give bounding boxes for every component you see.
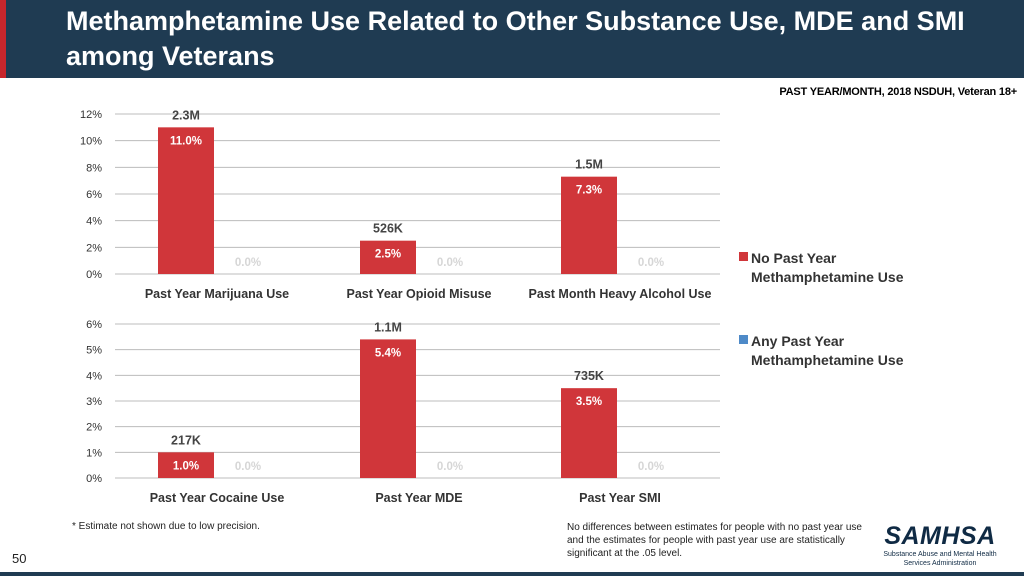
- bar-count-label: 1.5M: [575, 158, 603, 172]
- x-category-label: Past Year Cocaine Use: [150, 491, 285, 505]
- bar-value-label: 2.5%: [375, 249, 401, 261]
- legend-label-no-use: No Past Year Methamphetamine Use: [751, 250, 904, 285]
- logo-subtitle: Substance Abuse and Mental Health Servic…: [883, 551, 997, 567]
- bar-count-label: 526K: [373, 222, 403, 236]
- x-category-label: Past Year Opioid Misuse: [347, 287, 492, 301]
- y-tick-label: 3%: [86, 396, 102, 408]
- significance-note: No differences between estimates for peo…: [567, 522, 862, 559]
- bar-no-use: [158, 127, 214, 274]
- bar-count-label: 217K: [171, 433, 201, 447]
- bar-value-label-any-use: 0.0%: [235, 257, 261, 269]
- chart-subtitle: PAST YEAR/MONTH, 2018 NSDUH, Veteran 18+: [779, 86, 1017, 98]
- bar-value-label-any-use: 0.0%: [437, 257, 463, 269]
- y-tick-label: 4%: [86, 216, 102, 228]
- bar-value-label: 7.3%: [576, 185, 602, 197]
- bar-value-label: 11.0%: [170, 135, 202, 147]
- y-tick-label: 5%: [86, 345, 102, 357]
- x-category-label: Past Year Marijuana Use: [145, 287, 289, 301]
- legend-swatch-any-use: [739, 335, 748, 344]
- bar-value-label-any-use: 0.0%: [235, 461, 261, 473]
- bar-no-use: [360, 240, 416, 274]
- legend-item-any-use: Any Past Year Methamphetamine Use: [739, 332, 931, 370]
- y-tick-label: 2%: [86, 422, 102, 434]
- bar-count-label: 2.3M: [172, 108, 200, 122]
- bar-no-use: [158, 452, 214, 478]
- bottom-rule: [0, 572, 1024, 576]
- bar-no-use: [561, 388, 617, 478]
- y-tick-label: 6%: [86, 189, 102, 201]
- bar-value-label-any-use: 0.0%: [638, 257, 664, 269]
- bar-value-label-any-use: 0.0%: [638, 461, 664, 473]
- header-accent: [0, 0, 6, 78]
- bar-count-label: 1.1M: [374, 320, 402, 334]
- y-tick-label: 0%: [86, 269, 102, 281]
- x-category-label: Past Year SMI: [579, 491, 661, 505]
- legend-label-any-use: Any Past Year Methamphetamine Use: [751, 333, 904, 368]
- y-tick-label: 12%: [80, 109, 102, 121]
- bar-no-use: [360, 339, 416, 478]
- slide-title: Methamphetamine Use Related to Other Sub…: [66, 6, 965, 71]
- x-category-label: Past Month Heavy Alcohol Use: [529, 287, 712, 301]
- y-tick-label: 10%: [80, 136, 102, 148]
- y-tick-label: 4%: [86, 370, 102, 382]
- y-tick-label: 2%: [86, 242, 102, 254]
- bar-count-label: 735K: [574, 369, 604, 383]
- legend-swatch-no-use: [739, 252, 748, 261]
- logo-name: SAMHSA: [884, 522, 996, 550]
- y-tick-label: 6%: [86, 319, 102, 331]
- bar-value-label: 5.4%: [375, 347, 401, 359]
- samhsa-logo: SAMHSA Substance Abuse and Mental Health…: [880, 522, 1000, 568]
- footnote: * Estimate not shown due to low precisio…: [72, 521, 260, 532]
- bar-value-label: 1.0%: [173, 460, 199, 472]
- bar-value-label-any-use: 0.0%: [437, 461, 463, 473]
- legend-item-no-use: No Past Year Methamphetamine Use: [739, 249, 931, 287]
- y-tick-label: 8%: [86, 162, 102, 174]
- bar-value-label: 3.5%: [576, 396, 602, 408]
- header-bar: Methamphetamine Use Related to Other Sub…: [0, 0, 1024, 78]
- y-tick-label: 1%: [86, 447, 102, 459]
- bar-no-use: [561, 176, 617, 274]
- page-number: 50: [12, 551, 27, 566]
- x-category-label: Past Year MDE: [375, 491, 462, 505]
- y-tick-label: 0%: [86, 473, 102, 485]
